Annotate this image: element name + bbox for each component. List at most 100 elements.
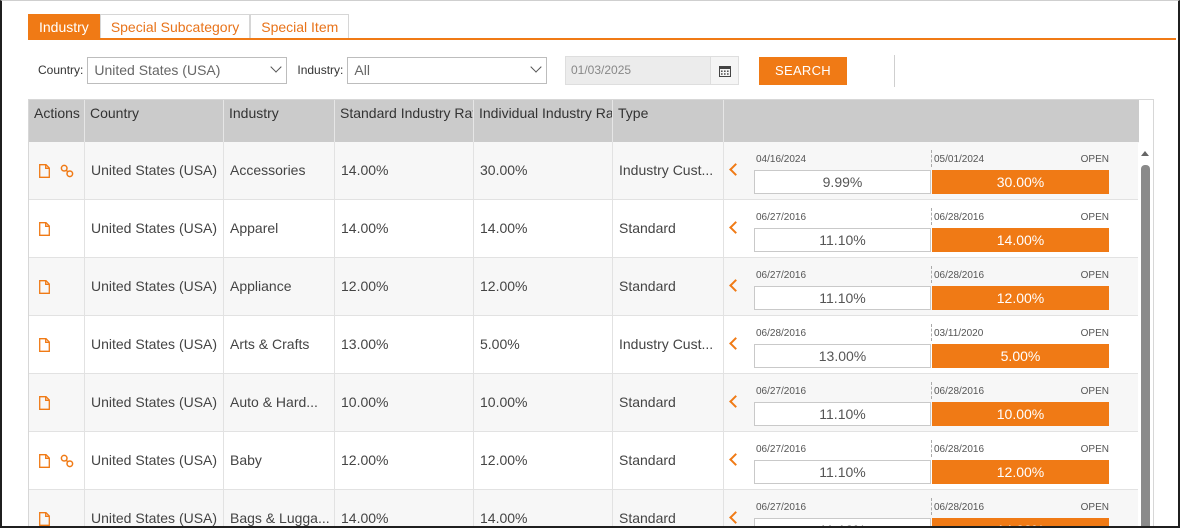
rate-status: OPEN <box>1080 328 1109 339</box>
calendar-button[interactable] <box>710 57 738 84</box>
rate-old-date: 06/28/2016 <box>756 328 807 339</box>
link-icon[interactable] <box>60 454 74 468</box>
chevron-left-icon[interactable] <box>729 511 742 524</box>
toolbar-divider <box>894 55 895 87</box>
rate-new-value: 30.00% <box>932 170 1109 194</box>
table-row[interactable]: United States (USA) Bags & Lugga... 14.00%… <box>29 490 1139 526</box>
cell-type: Standard <box>613 432 724 489</box>
country-select[interactable]: United States (USA) <box>87 56 288 84</box>
rate-old-value: 11.10% <box>754 518 931 526</box>
column-header-individual-rate[interactable]: Individual Industry Rate <box>474 100 613 142</box>
tab-special-subcategory[interactable]: Special Subcategory <box>99 14 251 38</box>
chevron-left-icon[interactable] <box>729 279 742 292</box>
chevron-left-icon[interactable] <box>729 395 742 408</box>
row-actions <box>29 490 85 526</box>
tab-industry[interactable]: Industry <box>28 14 100 38</box>
row-actions <box>29 374 85 431</box>
column-header-industry[interactable]: Industry <box>224 100 335 142</box>
table-row[interactable]: United States (USA) Apparel 14.00% 14.00% St… <box>29 200 1139 258</box>
cell-standard-rate: 12.00% <box>335 432 474 489</box>
rate-old-value: 11.10% <box>754 460 931 484</box>
timeline-divider <box>931 440 932 457</box>
cell-country: United States (USA) <box>85 316 224 373</box>
cell-industry: Apparel <box>224 200 335 257</box>
column-header-country[interactable]: Country <box>85 100 224 142</box>
document-icon[interactable] <box>39 453 50 468</box>
cell-industry: Accessories <box>224 142 335 199</box>
rate-new-date: 06/28/2016 <box>934 386 985 397</box>
cell-individual-rate: 14.00% <box>474 200 613 257</box>
rate-timeline: 06/27/2016 06/28/2016 OPEN 11.10% 12.00% <box>753 432 1109 489</box>
rate-old-value: 11.10% <box>754 402 931 426</box>
rate-old-date: 06/27/2016 <box>756 502 807 513</box>
table-row[interactable]: United States (USA) Baby 12.00% 12.00% Stand… <box>29 432 1139 490</box>
timeline-divider <box>931 266 932 283</box>
cell-individual-rate: 10.00% <box>474 374 613 431</box>
cell-standard-rate: 10.00% <box>335 374 474 431</box>
document-icon[interactable] <box>39 395 50 410</box>
rate-new-date: 06/28/2016 <box>934 444 985 455</box>
rate-old-value: 11.10% <box>754 286 931 310</box>
chevron-left-icon[interactable] <box>729 337 742 350</box>
document-icon[interactable] <box>39 221 50 236</box>
rates-grid: Actions Country Industry Standard Indust… <box>28 99 1154 526</box>
rate-timeline: 06/27/2016 06/28/2016 OPEN 11.10%14.00% <box>753 490 1109 526</box>
chevron-down-icon <box>530 60 543 73</box>
column-header-type[interactable]: Type <box>613 100 724 142</box>
rate-timeline: 06/27/2016 06/28/2016 OPEN 11.10% 10.00% <box>753 374 1109 431</box>
rate-old-value: 9.99% <box>754 170 931 194</box>
cell-type: Industry Cust... <box>613 316 724 373</box>
document-icon[interactable] <box>39 337 50 352</box>
chevron-left-icon[interactable] <box>729 453 742 466</box>
cell-industry: Appliance <box>224 258 335 315</box>
row-actions <box>29 432 85 489</box>
column-header-timeline <box>724 100 1139 142</box>
rate-new-date: 03/11/2020 <box>934 328 984 339</box>
date-field[interactable]: 01/03/2025 <box>565 56 739 85</box>
rate-status: OPEN <box>1080 386 1109 397</box>
table-row[interactable]: United States (USA) Appliance 12.00% 12.00%… <box>29 258 1139 316</box>
rate-timeline: 06/27/2016 06/28/2016 OPEN 11.10%14.00% <box>753 200 1109 257</box>
rate-new-date: 06/28/2016 <box>934 212 985 223</box>
link-icon[interactable] <box>60 164 74 178</box>
cell-standard-rate: 14.00% <box>335 490 474 526</box>
timeline-divider <box>931 382 932 399</box>
table-row[interactable]: United States (USA) Arts & Crafts 13.00% 5.… <box>29 316 1139 374</box>
chevron-left-icon[interactable] <box>729 163 742 176</box>
rate-old-date: 06/27/2016 <box>756 386 807 397</box>
tab-special-item[interactable]: Special Item <box>250 14 350 38</box>
document-icon[interactable] <box>39 163 50 178</box>
scrollbar-thumb[interactable] <box>1141 165 1150 526</box>
cell-individual-rate: 5.00% <box>474 316 613 373</box>
timeline-divider <box>931 324 932 341</box>
table-row[interactable]: United States (USA) Auto & Hard... 10.00% 1… <box>29 374 1139 432</box>
rate-new-value: 14.00% <box>932 228 1109 252</box>
rate-new-value: 5.00% <box>932 344 1109 368</box>
chevron-left-icon[interactable] <box>729 221 742 234</box>
cell-type: Industry Cust... <box>613 142 724 199</box>
rate-status: OPEN <box>1080 270 1109 281</box>
document-icon[interactable] <box>39 279 50 294</box>
timeline-divider <box>931 208 932 225</box>
cell-standard-rate: 14.00% <box>335 142 474 199</box>
calendar-icon <box>718 65 731 77</box>
column-header-actions[interactable]: Actions <box>29 100 85 142</box>
cell-industry: Bags & Lugga... <box>224 490 335 526</box>
row-actions <box>29 142 85 199</box>
filter-bar: Country: United States (USA) Industry: A… <box>38 56 548 84</box>
scroll-up-arrow-icon[interactable] <box>1141 151 1149 156</box>
industry-select[interactable]: All <box>347 56 548 84</box>
cell-individual-rate: 12.00% <box>474 432 613 489</box>
rate-new-date: 06/28/2016 <box>934 270 985 281</box>
cell-type: Standard <box>613 490 724 526</box>
cell-industry: Auto & Hard... <box>224 374 335 431</box>
cell-country: United States (USA) <box>85 142 224 199</box>
row-actions <box>29 316 85 373</box>
cell-individual-rate: 12.00% <box>474 258 613 315</box>
document-icon[interactable] <box>39 511 50 526</box>
table-row[interactable]: United States (USA) Accessories 14.00% 30.0… <box>29 142 1139 200</box>
cell-type: Standard <box>613 258 724 315</box>
rate-old-date: 06/27/2016 <box>756 212 807 223</box>
search-button[interactable]: SEARCH <box>759 57 847 85</box>
column-header-standard-rate[interactable]: Standard Industry Rate <box>335 100 474 142</box>
